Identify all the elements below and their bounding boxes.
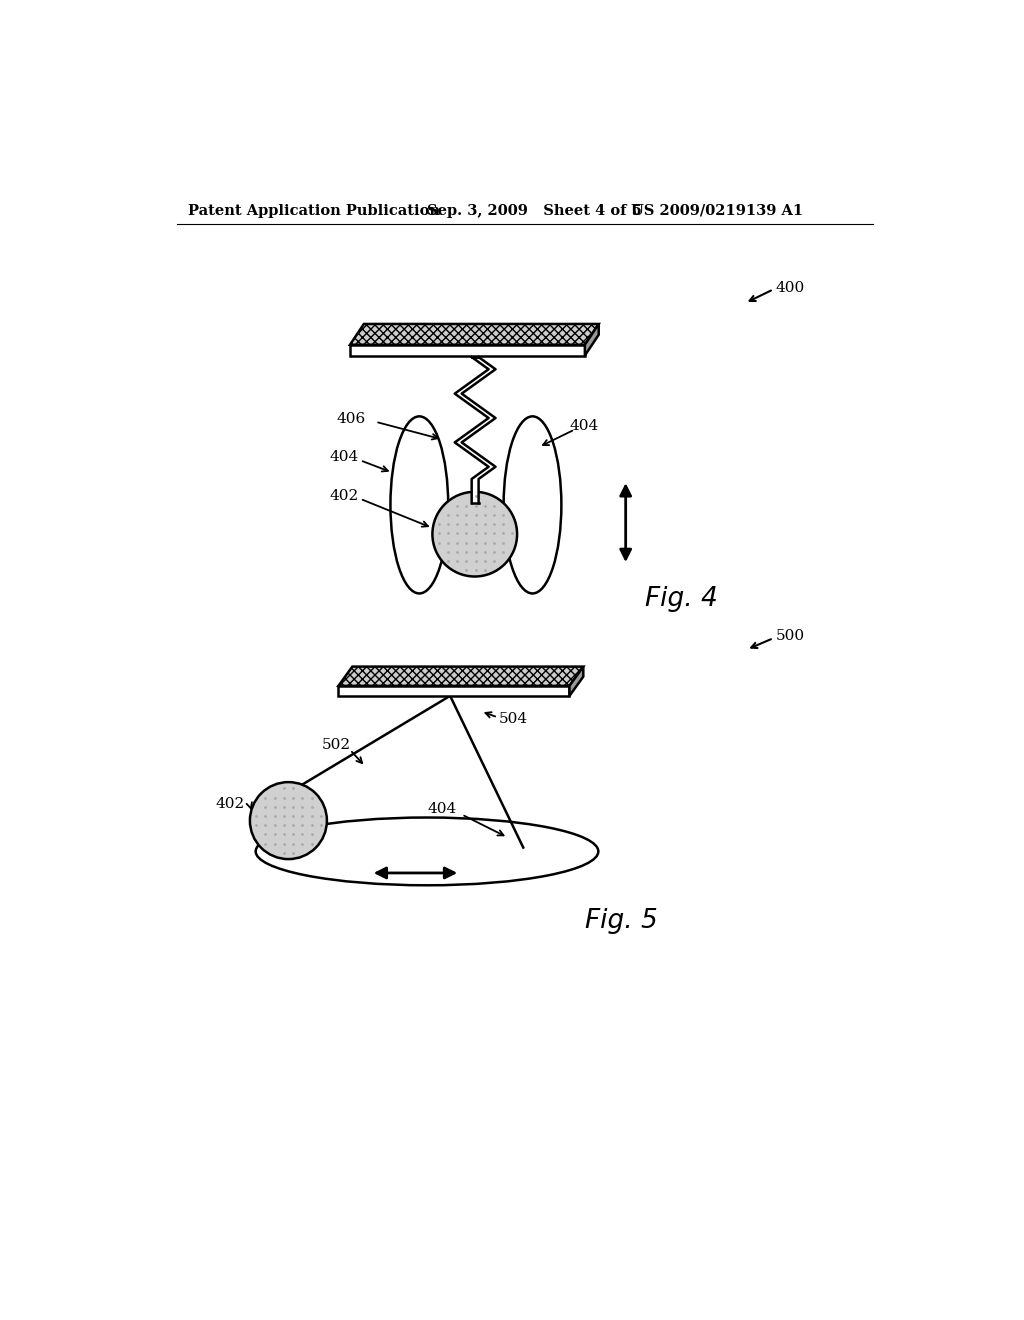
Text: Sep. 3, 2009   Sheet 4 of 5: Sep. 3, 2009 Sheet 4 of 5 [427,203,642,218]
Polygon shape [350,323,599,345]
Text: 404: 404 [427,803,457,816]
Polygon shape [339,667,584,686]
Ellipse shape [504,416,561,594]
Text: 400: 400 [776,281,805,294]
Text: US 2009/0219139 A1: US 2009/0219139 A1 [631,203,803,218]
Text: Fig. 4: Fig. 4 [645,586,718,612]
Text: 502: 502 [322,738,350,752]
Text: Patent Application Publication: Patent Application Publication [188,203,440,218]
Text: 402: 402 [215,797,245,810]
Text: 404: 404 [330,450,358,465]
Text: 406: 406 [337,412,367,425]
Text: 402: 402 [330,488,358,503]
Polygon shape [585,323,599,355]
Text: 504: 504 [499,711,527,726]
Polygon shape [455,358,496,503]
Ellipse shape [390,416,449,594]
Text: Fig. 5: Fig. 5 [585,908,657,933]
Circle shape [432,492,517,577]
Polygon shape [339,686,569,696]
Text: 500: 500 [776,628,805,643]
Text: 404: 404 [569,420,599,433]
Circle shape [250,781,327,859]
Polygon shape [350,345,585,355]
Polygon shape [569,667,584,696]
